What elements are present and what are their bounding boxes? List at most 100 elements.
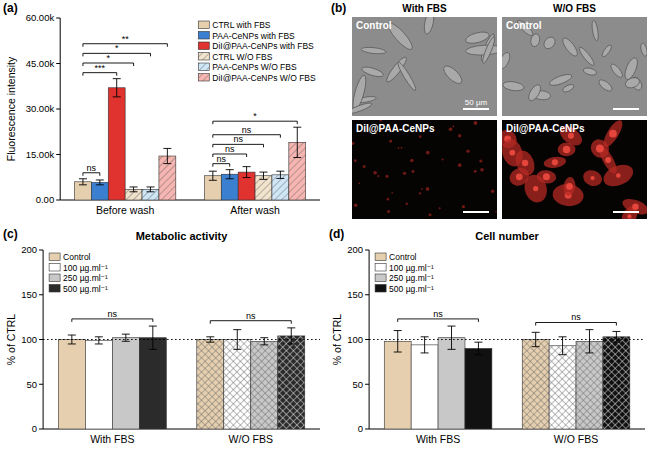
cell xyxy=(502,80,524,92)
scale-bar xyxy=(613,211,639,213)
significance-label: ** xyxy=(122,34,130,44)
y-tick xyxy=(365,339,369,340)
error-bar xyxy=(113,79,121,97)
cell xyxy=(423,17,436,35)
legend-swatch xyxy=(198,21,209,29)
cell xyxy=(387,198,390,201)
significance-label: ns xyxy=(433,309,443,319)
significance-label: * xyxy=(115,43,119,53)
marks xyxy=(43,326,320,429)
cell xyxy=(361,46,386,54)
y-tick xyxy=(56,63,60,64)
reference-line xyxy=(43,339,320,340)
y-tick-label: 60.00k xyxy=(26,12,55,23)
cell xyxy=(495,211,497,213)
bar xyxy=(85,340,112,429)
cell xyxy=(385,175,388,178)
cell xyxy=(458,163,462,167)
significance-bracket xyxy=(213,121,297,124)
cell xyxy=(587,136,613,162)
significance-label: ns xyxy=(108,309,118,319)
image-label: Control xyxy=(506,20,542,31)
cell xyxy=(462,205,465,208)
scale-bar xyxy=(463,108,489,110)
cell xyxy=(452,126,454,128)
error-bar xyxy=(163,148,171,163)
y-tick-label: 50 xyxy=(353,379,364,390)
y-tick xyxy=(56,109,60,110)
cell xyxy=(419,192,421,194)
cell xyxy=(426,151,430,155)
cell xyxy=(403,172,406,175)
legend-swatch xyxy=(375,253,386,261)
legend-swatch xyxy=(49,285,60,293)
significance-label: * xyxy=(253,111,257,121)
micrograph xyxy=(502,17,647,116)
panel-label: (d) xyxy=(329,227,344,241)
y-tick xyxy=(56,200,60,201)
reference-line xyxy=(369,339,645,340)
legend: Control100 µg.ml⁻¹250 µg.ml⁻¹500 µg.ml⁻¹ xyxy=(49,252,108,294)
image-label: DiI@PAA-CeNPs xyxy=(506,123,585,134)
cell xyxy=(389,140,392,143)
cell xyxy=(410,159,414,163)
cell xyxy=(479,159,482,162)
micrograph xyxy=(502,120,647,219)
cell xyxy=(609,62,624,79)
cell xyxy=(387,210,390,213)
bar xyxy=(278,336,305,429)
significance-bracket xyxy=(210,321,291,324)
error-bar xyxy=(146,187,154,192)
cell-core xyxy=(605,157,611,163)
legend: Control100 µg.ml⁻¹250 µg.ml⁻¹500 µg.ml⁻¹ xyxy=(375,252,434,294)
significance-bracket xyxy=(536,322,617,325)
significance-bracket xyxy=(213,164,230,167)
cell xyxy=(379,120,382,122)
significance-label: ns xyxy=(571,312,581,322)
y-tick-label: 150 xyxy=(21,289,37,300)
cell xyxy=(419,135,422,138)
x-tick-label: With FBS xyxy=(416,433,460,445)
cell xyxy=(352,142,354,145)
legend-label: 500 µg.ml⁻¹ xyxy=(389,284,434,294)
error-bar xyxy=(259,172,267,179)
bar xyxy=(438,338,465,429)
error-bar xyxy=(243,167,251,178)
cell xyxy=(562,83,575,94)
cell-core xyxy=(590,176,594,180)
significance-label: ns xyxy=(246,311,256,321)
bar xyxy=(197,340,224,430)
cell xyxy=(426,187,430,191)
legend-label: PAA-CeNPs W/O FBS xyxy=(212,62,297,72)
cell xyxy=(491,189,495,193)
cell-core xyxy=(516,173,523,180)
error-bar xyxy=(287,328,295,344)
x-tick-label: With FBS xyxy=(90,433,134,445)
cell xyxy=(474,170,477,173)
cell xyxy=(354,203,358,207)
legend-swatch xyxy=(49,274,60,282)
error-bar xyxy=(585,330,593,353)
panel-label: (c) xyxy=(3,227,18,241)
column-header: With FBS xyxy=(402,3,447,14)
scale-bar xyxy=(613,108,639,110)
cell-core xyxy=(563,146,570,153)
cell xyxy=(358,182,360,184)
legend-label: 250 µg.ml⁻¹ xyxy=(389,273,434,283)
error-bar xyxy=(293,127,301,157)
legend-label: CTRL W/O FBS xyxy=(212,52,272,62)
axis-title: % of CTRL xyxy=(331,314,343,366)
error-bar xyxy=(130,187,138,192)
bar xyxy=(603,337,630,429)
cell xyxy=(562,176,576,196)
bar xyxy=(549,346,576,429)
cell-core xyxy=(632,203,638,209)
cell xyxy=(526,83,543,103)
significance-bracket xyxy=(83,73,117,76)
bar xyxy=(411,345,438,429)
legend-label: Control xyxy=(389,252,417,262)
cell xyxy=(620,196,647,218)
cell-core xyxy=(543,173,550,180)
y-tick-label: 200 xyxy=(347,244,363,255)
significance-label: * xyxy=(107,53,111,63)
